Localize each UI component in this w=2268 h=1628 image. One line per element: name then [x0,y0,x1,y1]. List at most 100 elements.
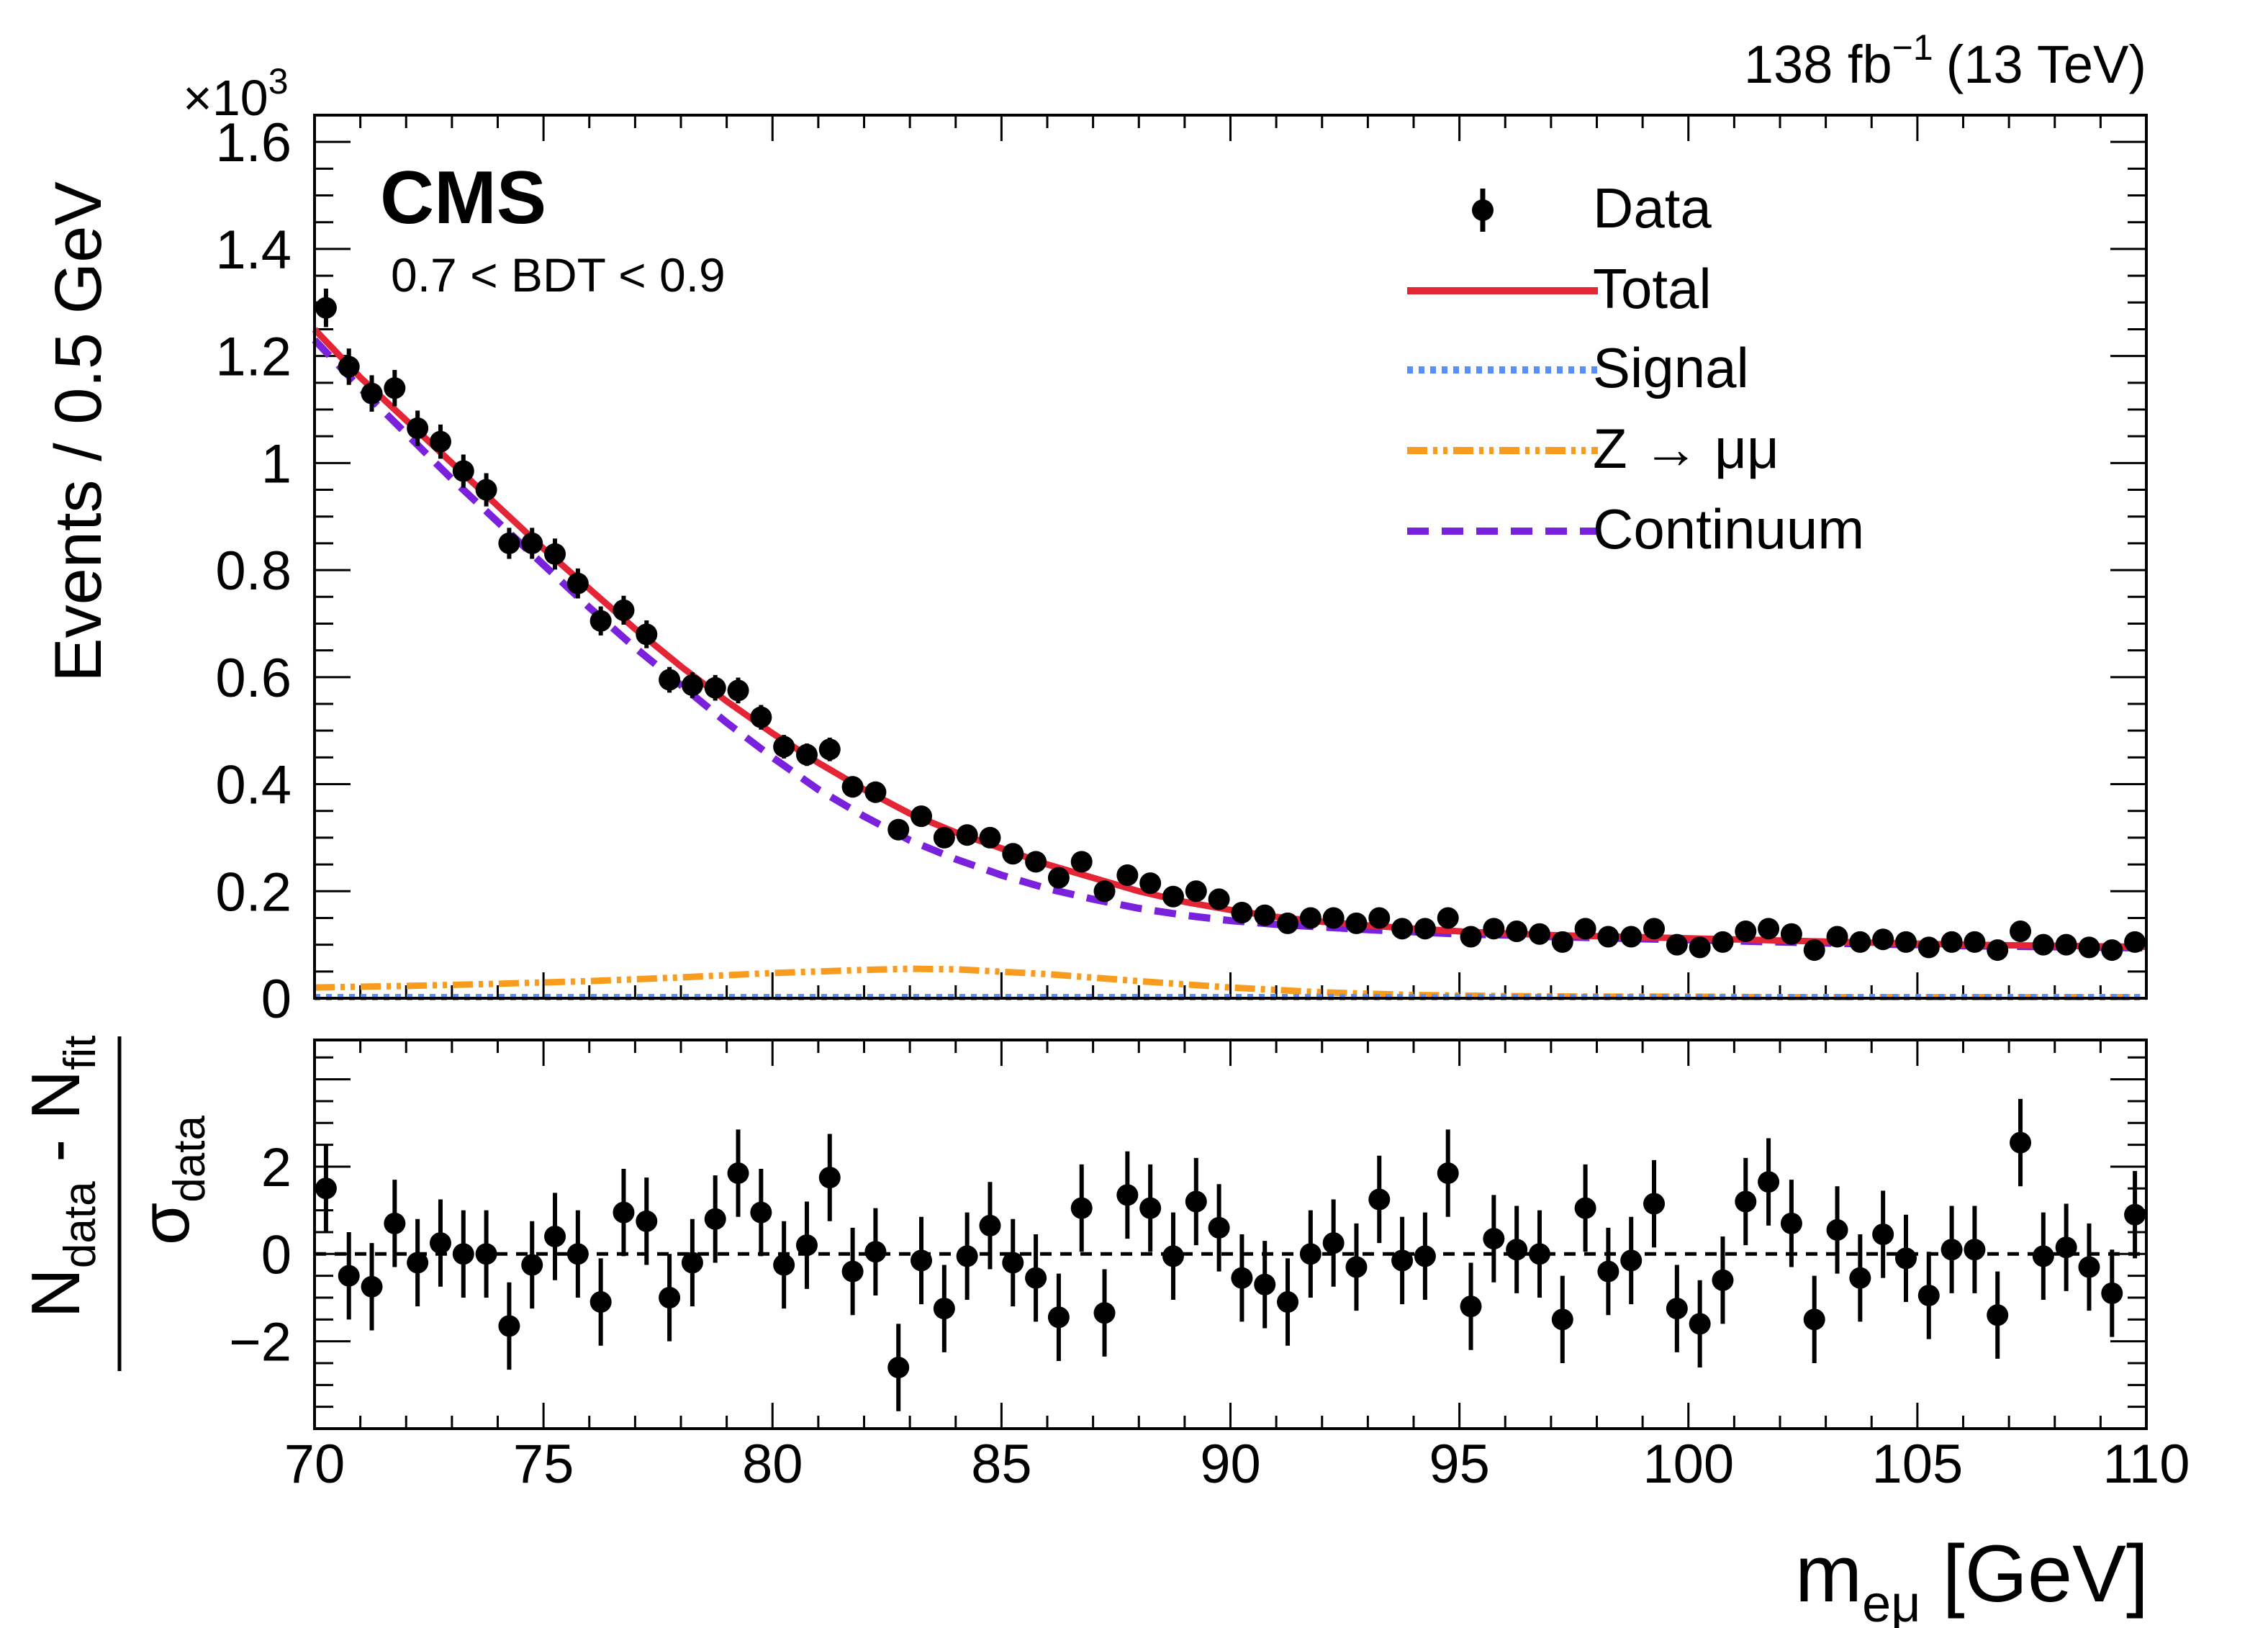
ratio-point [1849,1267,1871,1289]
data-point [1254,904,1276,926]
data-point [544,543,566,565]
ratio-point [338,1265,360,1287]
data-point [1093,880,1116,903]
ratio-point [1047,1306,1070,1329]
y-axis-title: Events / 0.5 GeV [42,181,115,682]
data-point [2124,931,2146,953]
ratio-point [2055,1236,2077,1259]
x-tick-label: 95 [1429,1434,1490,1495]
data-point [2078,936,2100,959]
data-point [566,572,589,594]
ratio-point [1712,1269,1734,1291]
y-tick-label: 1.2 [215,327,292,388]
legend-signal-label: Signal [1593,336,1749,399]
y-tick-label: 0.2 [215,862,292,923]
ratio-point [727,1162,749,1185]
legend-entry-continuum: Continuum [1407,497,1864,561]
legend-data-label: Data [1593,176,1712,240]
data-point [887,818,910,841]
data-point [1964,931,1986,953]
data-point [2010,921,2032,943]
data-point [1597,926,1619,948]
ratio-point [1941,1239,1963,1261]
ratio-point [384,1212,406,1234]
x-tick-label: 75 [513,1434,574,1495]
data-point [1185,880,1207,903]
data-point [841,776,864,798]
ratio-point [1758,1171,1780,1193]
ratio-point [1574,1197,1596,1219]
data-point [1139,872,1162,895]
y-tick-label: 0.4 [215,755,292,816]
ratio-point [613,1201,635,1224]
main-plot-area: 0 0.2 0.4 0.6 0.8 1 1.2 1.4 1.6 [215,112,2148,1030]
data-point [315,297,337,319]
data-point [1116,864,1139,886]
data-point [727,679,749,702]
data-point [1712,931,1734,953]
data-point [1758,918,1780,940]
y-tick-label: 0 [261,969,292,1030]
ratio-point [1162,1245,1184,1267]
data-point [1872,928,1894,951]
data-point [498,532,520,554]
legend: Data Total Signal Z → μμ Continuum [1407,176,1864,561]
ratio-point [864,1241,887,1263]
y-multiplier: ×103 [183,61,289,126]
data-point [636,623,658,646]
category-label: 0.7 < BDT < 0.9 [391,248,726,302]
data-point [979,826,1001,849]
ratio-point [1185,1190,1207,1213]
ratio-point [956,1245,978,1267]
ratio-point [1987,1304,2009,1326]
data-point [681,674,703,696]
ratio-point [773,1254,795,1276]
ratio-point [1093,1302,1116,1324]
x-axis-title: meμ [GeV] [1795,1529,2149,1628]
ratio-point [1299,1243,1322,1265]
data-point [338,356,360,378]
data-point [1803,939,1825,962]
data-point [1987,939,2009,962]
ratio-point [1025,1267,1047,1289]
data-point [2055,933,2077,956]
data-point [613,599,635,621]
ratio-point [1002,1252,1024,1274]
data-point [1620,926,1643,948]
ratio-point [1528,1243,1550,1265]
ratio-point [566,1243,589,1265]
ratio-point [498,1315,520,1337]
x-tick-label: 105 [1871,1434,1963,1495]
data-point [1025,851,1047,873]
y-tick-label: 1 [261,433,292,494]
ratio-plot-frame [313,1039,2148,1430]
ratio-point [1894,1247,1917,1270]
ratio-point [1345,1256,1368,1278]
ratio-point [1620,1249,1643,1272]
data-point [1460,926,1482,948]
ratio-point [315,1177,337,1200]
data-point [361,382,383,404]
ratio-point [1803,1308,1825,1331]
data-point [818,738,841,761]
data-point [1666,933,1688,956]
data-point [1322,907,1345,929]
ratio-point [1735,1190,1757,1213]
data-point [1941,931,1963,953]
x-tick-label: 85 [971,1434,1032,1495]
ratio-point [1872,1224,1894,1245]
legend-total-label: Total [1593,257,1712,320]
ratio-point [636,1210,658,1232]
ratio-point [1414,1245,1436,1267]
ratio-point [1208,1216,1230,1239]
ratio-point [1139,1197,1162,1219]
data-point [475,479,497,501]
x-tick-label: 80 [742,1434,803,1495]
y-tick-label: 1.4 [215,220,292,281]
ratio-point [1460,1295,1482,1318]
data-point [864,781,887,803]
data-point [933,826,955,849]
ratio-y-axis-title: Ndata - Nfit σdata [17,1036,214,1371]
